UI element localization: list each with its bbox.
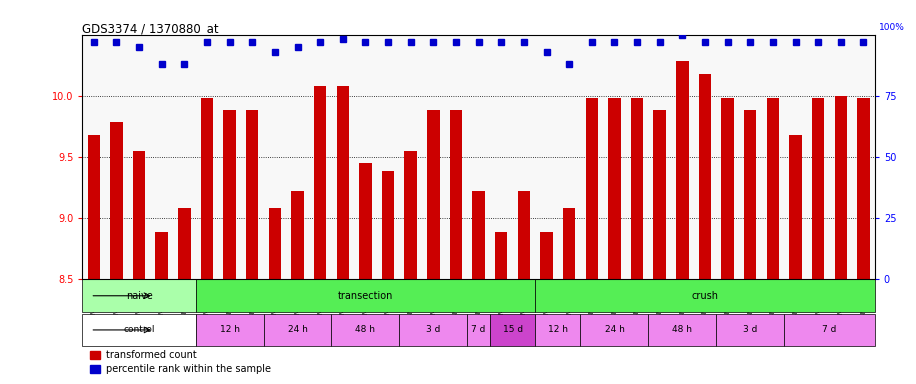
Bar: [332, 313, 399, 346]
Bar: [178, 208, 191, 279]
Text: 3 d: 3 d: [426, 325, 441, 334]
Bar: [649, 313, 716, 346]
Bar: [91, 351, 100, 359]
Bar: [427, 110, 440, 279]
Text: 48 h: 48 h: [672, 325, 692, 334]
Bar: [535, 279, 875, 312]
Bar: [82, 313, 196, 346]
Bar: [490, 313, 535, 346]
Bar: [133, 151, 146, 279]
Text: 12 h: 12 h: [220, 325, 240, 334]
Bar: [495, 232, 507, 279]
Bar: [110, 122, 123, 279]
Bar: [336, 86, 349, 279]
Bar: [201, 98, 213, 279]
Bar: [608, 98, 621, 279]
Text: 7 d: 7 d: [823, 325, 836, 334]
Bar: [82, 279, 196, 312]
Bar: [359, 163, 372, 279]
Text: 7 d: 7 d: [472, 325, 485, 334]
Text: 3 d: 3 d: [743, 325, 758, 334]
Bar: [196, 279, 535, 312]
Text: 100%: 100%: [878, 23, 905, 32]
Bar: [196, 313, 264, 346]
Bar: [467, 313, 490, 346]
Bar: [473, 191, 485, 279]
Bar: [834, 96, 847, 279]
Bar: [676, 61, 689, 279]
Bar: [784, 313, 875, 346]
Text: transformed count: transformed count: [106, 350, 197, 360]
Bar: [585, 98, 598, 279]
Text: control: control: [124, 325, 155, 334]
Bar: [156, 232, 168, 279]
Text: GDS3374 / 1370880_at: GDS3374 / 1370880_at: [82, 22, 219, 35]
Bar: [540, 232, 552, 279]
Bar: [767, 98, 780, 279]
Bar: [314, 86, 326, 279]
Text: crush: crush: [692, 291, 718, 301]
Bar: [291, 191, 304, 279]
Bar: [518, 191, 530, 279]
Bar: [790, 135, 802, 279]
Bar: [246, 110, 258, 279]
Text: 24 h: 24 h: [605, 325, 625, 334]
Bar: [722, 98, 734, 279]
Text: 24 h: 24 h: [288, 325, 308, 334]
Bar: [405, 151, 417, 279]
Bar: [450, 110, 463, 279]
Bar: [88, 135, 100, 279]
Text: transection: transection: [338, 291, 393, 301]
Bar: [382, 171, 394, 279]
Bar: [744, 110, 757, 279]
Bar: [857, 98, 869, 279]
Bar: [268, 208, 281, 279]
Bar: [399, 313, 467, 346]
Bar: [631, 98, 643, 279]
Text: 48 h: 48 h: [355, 325, 376, 334]
Bar: [716, 313, 784, 346]
Bar: [699, 74, 711, 279]
Bar: [264, 313, 332, 346]
Bar: [653, 110, 666, 279]
Text: naive: naive: [125, 291, 152, 301]
Bar: [224, 110, 235, 279]
Bar: [812, 98, 824, 279]
Text: 15 d: 15 d: [503, 325, 523, 334]
Bar: [91, 364, 100, 373]
Bar: [563, 208, 575, 279]
Bar: [581, 313, 649, 346]
Bar: [535, 313, 581, 346]
Text: 12 h: 12 h: [548, 325, 568, 334]
Text: percentile rank within the sample: percentile rank within the sample: [106, 364, 271, 374]
